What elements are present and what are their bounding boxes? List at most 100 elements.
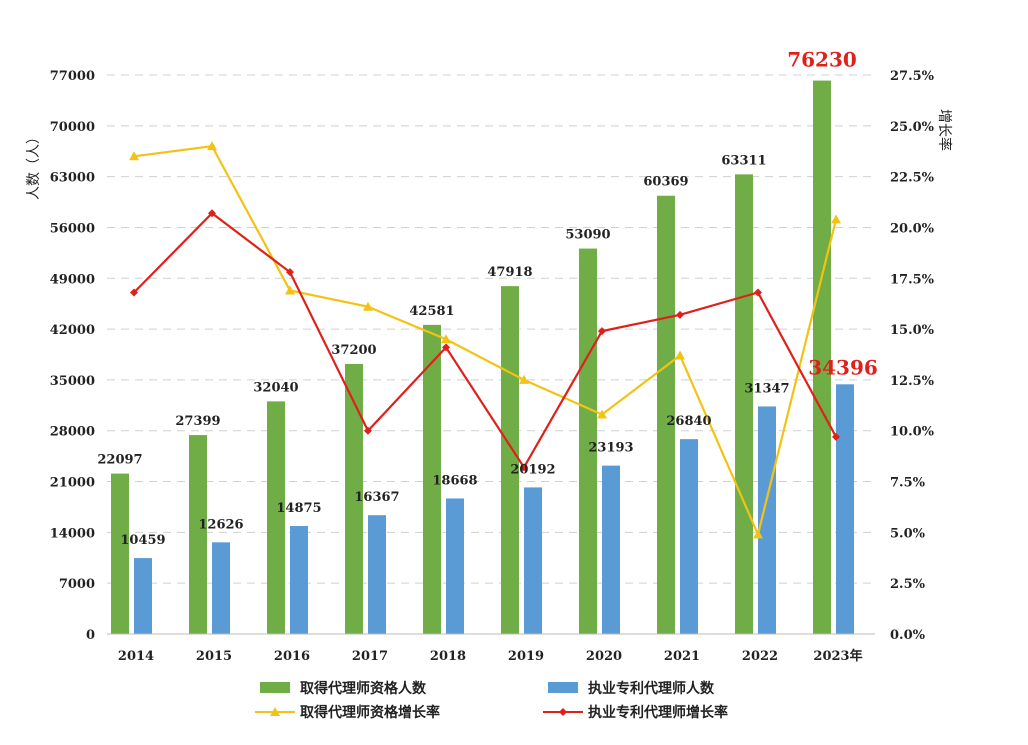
line-practicing-growth: [133, 211, 837, 470]
line-point: [442, 343, 450, 352]
line-point: [208, 209, 216, 218]
x-tick-label: 2016: [274, 649, 310, 664]
y2-tick-label: 15.0%: [890, 323, 935, 338]
y2-tick-label: 12.5%: [890, 374, 935, 389]
legend-label: 执业专利代理师人数: [588, 680, 715, 697]
legend-item: 取得代理师资格人数: [260, 680, 427, 697]
bar-qualified: [657, 195, 675, 634]
line-point: [675, 350, 685, 360]
bar-data-label: 31347: [744, 381, 789, 396]
bar-practicing: [446, 498, 464, 634]
y-tick-label: 63000: [50, 171, 95, 186]
bar-data-label: 20192: [510, 462, 555, 477]
line-point: [129, 151, 139, 161]
y2-tick-label: 27.5%: [890, 69, 935, 84]
x-tick-label: 2014: [118, 649, 154, 664]
bar-qualified: [579, 248, 597, 634]
y-axis-title: 人数（人）: [26, 130, 42, 200]
line-point: [676, 310, 684, 319]
x-tick-label: 2017: [352, 649, 388, 664]
x-tick-label: 2022: [742, 649, 778, 664]
line-point: [598, 327, 606, 336]
line-point: [363, 301, 373, 311]
line-point: [753, 529, 763, 539]
y2-tick-label: 22.5%: [890, 171, 935, 186]
bar-data-label: 37200: [331, 343, 376, 358]
bar-data-label: 22097: [97, 453, 142, 468]
bar-data-label: 10459: [120, 533, 165, 548]
x-tick-label: 2019: [508, 649, 544, 664]
line-point: [831, 214, 841, 224]
bar-data-label: 76230: [787, 48, 857, 72]
legend-item: 取得代理师资格增长率: [255, 704, 440, 721]
y2-tick-label: 25.0%: [890, 120, 935, 135]
y-tick-label: 70000: [50, 120, 95, 135]
line-point: [597, 409, 607, 419]
bar-practicing: [836, 384, 854, 634]
y2-tick-label: 17.5%: [890, 272, 935, 287]
y2-tick-label: 10.0%: [890, 425, 935, 440]
bar-data-label: 53090: [565, 228, 610, 243]
bar-data-label: 18668: [432, 473, 477, 488]
bar-qualified: [813, 80, 831, 635]
line-point: [441, 334, 451, 344]
legend-label: 执业专利代理师增长率: [588, 704, 728, 721]
y-tick-label: 49000: [50, 272, 95, 287]
y2-tick-label: 5.0%: [890, 526, 926, 541]
x-tick-label: 2021: [664, 649, 700, 664]
bar-qualified: [345, 363, 363, 634]
line-point: [519, 374, 529, 384]
bar-practicing: [290, 526, 308, 634]
bar-data-label: 26840: [666, 414, 711, 429]
bar-data-label: 32040: [253, 380, 298, 395]
bar-practicing: [758, 406, 776, 634]
line-point: [285, 285, 295, 295]
bar-practicing: [134, 558, 152, 634]
line-point: [364, 426, 372, 435]
bar-data-label: 34396: [808, 355, 878, 379]
bar-qualified: [189, 435, 207, 634]
y-tick-label: 7000: [59, 577, 95, 592]
bar-practicing: [602, 465, 620, 634]
x-tick-label: 2018: [430, 649, 466, 664]
line-point: [286, 268, 294, 277]
bar-qualified: [501, 286, 519, 634]
y-tick-label: 0: [86, 628, 95, 643]
legend-marker: [559, 708, 567, 716]
line-point: [130, 288, 138, 297]
legend-swatch: [548, 682, 578, 693]
legend-label: 取得代理师资格人数: [300, 680, 427, 697]
x-tick-label: 2015: [196, 649, 232, 664]
y-tick-label: 14000: [50, 526, 95, 541]
y-tick-label: 56000: [50, 221, 95, 236]
y2-tick-label: 2.5%: [890, 577, 926, 592]
bar-data-label: 14875: [276, 501, 321, 516]
bar-practicing: [368, 515, 386, 634]
legend-item: 执业专利代理师人数: [548, 680, 715, 697]
bar-practicing: [680, 439, 698, 634]
bar-data-label: 23193: [588, 441, 633, 456]
y2-tick-label: 7.5%: [890, 476, 926, 491]
legend-label: 取得代理师资格增长率: [300, 704, 440, 721]
line-point: [520, 463, 528, 472]
legend-swatch: [260, 682, 290, 693]
bar-data-label: 63311: [721, 153, 766, 168]
bar-qualified: [735, 174, 753, 634]
legend-marker: [270, 707, 280, 716]
line-point: [754, 288, 762, 297]
y-tick-label: 77000: [50, 69, 95, 84]
bar-data-label: 27399: [175, 414, 220, 429]
y-tick-label: 42000: [50, 323, 95, 338]
bar-data-label: 60369: [643, 175, 688, 190]
y2-tick-label: 20.0%: [890, 221, 935, 236]
y-tick-label: 21000: [50, 476, 95, 491]
bar-practicing: [524, 487, 542, 634]
y2-tick-label: 0.0%: [890, 628, 926, 643]
x-tick-label: 2020: [586, 649, 622, 664]
line-point: [207, 141, 217, 151]
x-tick-label: 2023年: [813, 648, 862, 664]
legend-item: 执业专利代理师增长率: [543, 704, 728, 721]
line-point: [832, 432, 840, 441]
bar-data-label: 42581: [409, 304, 454, 319]
